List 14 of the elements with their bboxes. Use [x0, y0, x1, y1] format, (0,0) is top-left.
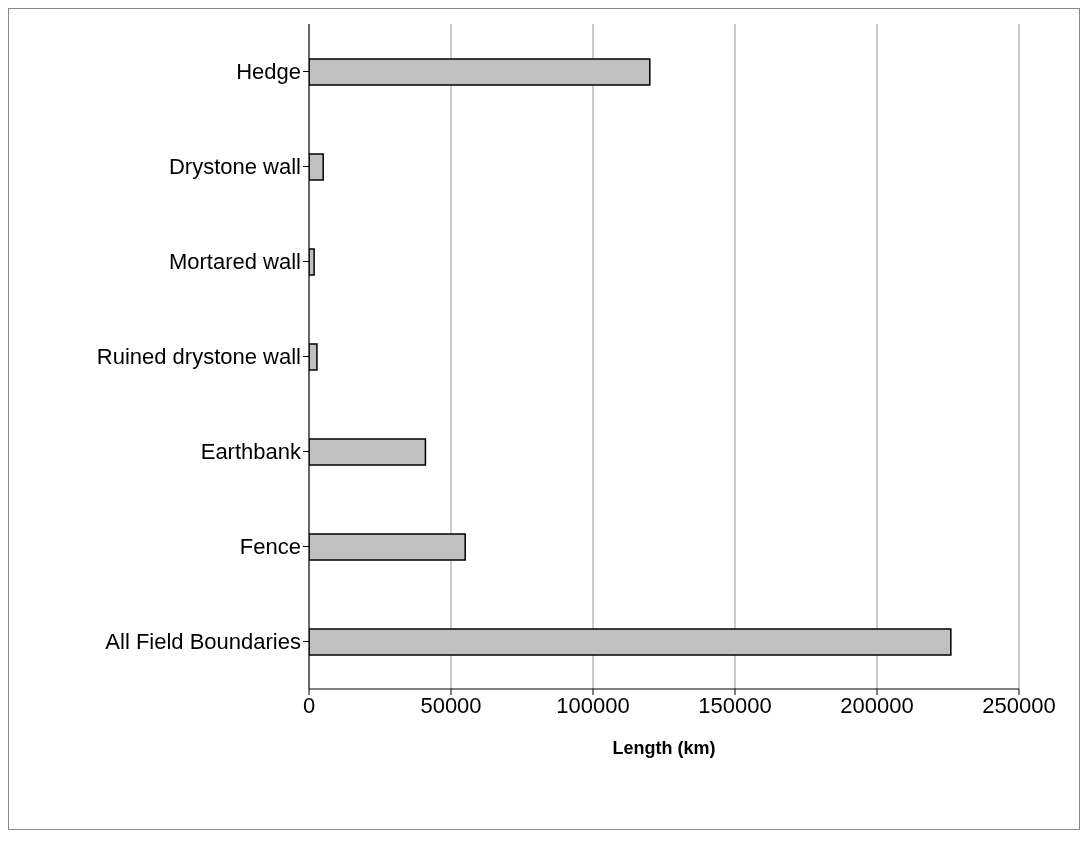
x-tick-label: 150000 — [698, 692, 772, 718]
x-tick-label: 250000 — [982, 692, 1056, 718]
y-tick-label: Drystone wall — [168, 154, 301, 180]
y-tick-label: Mortared wall — [168, 249, 301, 275]
y-tick-label: Fence — [239, 534, 301, 560]
x-tick-label: 200000 — [840, 692, 914, 718]
x-axis-title: Length (km) — [612, 738, 716, 758]
y-tick-label: All Field Boundaries — [105, 629, 301, 655]
y-tick-label: Ruined drystone wall — [96, 344, 301, 370]
x-tick-label: 100000 — [556, 692, 630, 718]
x-tick-label: 50000 — [420, 692, 482, 718]
y-tick-label: Earthbank — [200, 439, 302, 465]
y-tick-label: Hedge — [236, 59, 301, 85]
x-tick-label: 0 — [302, 692, 316, 718]
